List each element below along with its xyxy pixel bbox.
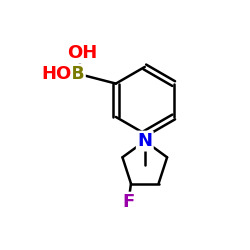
Text: OH: OH [67,44,98,62]
Text: HO: HO [42,65,72,83]
Text: N: N [137,132,152,150]
Text: F: F [122,193,135,211]
Text: B: B [71,65,84,83]
